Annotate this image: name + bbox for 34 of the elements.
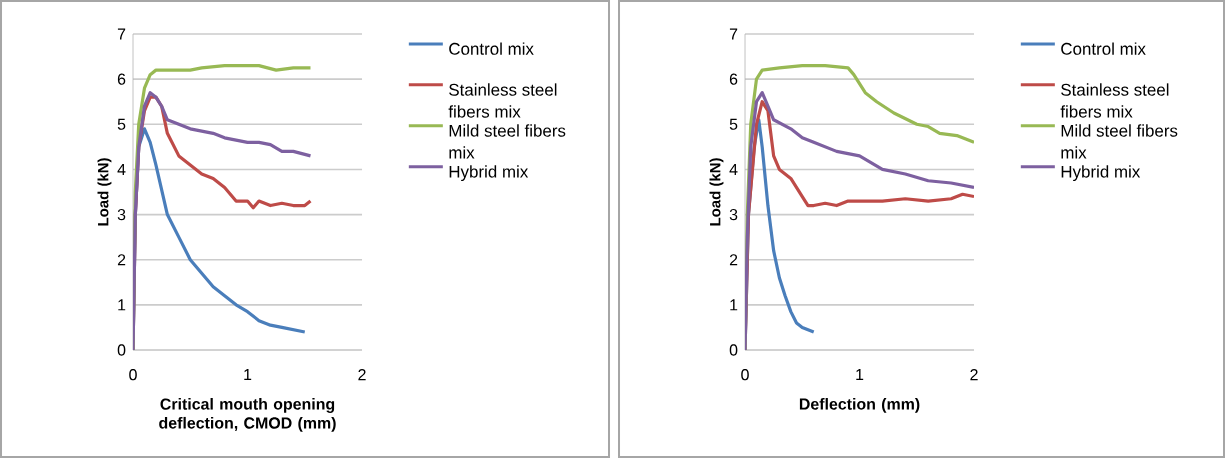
legend-label: Mild steel fibers mix [449,124,566,159]
y-axis-title: Load (kN) [97,158,112,226]
y-tick-label: 4 [729,163,738,175]
y-tick-label: 7 [117,28,126,40]
y-axis-title: Load (kN) [709,158,724,226]
y-tick-label: 3 [729,208,738,221]
x-tick-label: 1 [856,369,864,381]
x-tick-label: 1 [244,369,252,381]
y-tick-label: 4 [117,163,126,175]
y-tick-label: 5 [729,118,738,130]
x-tick-label: 2 [358,369,366,381]
x-tick-label: 0 [741,369,749,381]
y-tick-label: 3 [117,208,126,221]
x-axis-title: Critical mouth opening deflection, CMOD (mm) [159,398,336,432]
y-tick-label: 7 [729,28,738,40]
x-tick-label: 0 [129,369,137,381]
legend-label: Control mix [1061,42,1146,55]
x-tick-label: 2 [970,369,978,381]
legend-label: Hybrid mix [449,165,529,182]
y-tick-label: 1 [730,299,738,311]
y-tick-label: 0 [729,344,738,356]
y-tick-label: 6 [117,73,126,85]
legend-label: Hybrid mix [1061,165,1141,182]
y-tick-label: 0 [117,344,126,356]
y-tick-label: 2 [729,254,738,266]
y-tick-label: 1 [118,299,126,311]
legend-label: Stainless steel fibers mix [1060,83,1169,118]
legend-label: Mild steel fibers mix [1061,124,1178,159]
legend-label: Control mix [449,42,534,55]
y-tick-label: 2 [117,254,126,266]
legend-label: Stainless steel fibers mix [448,83,557,118]
y-tick-label: 5 [117,118,126,130]
y-tick-label: 6 [729,73,738,85]
x-axis-title: Deflection (mm) [799,398,920,413]
